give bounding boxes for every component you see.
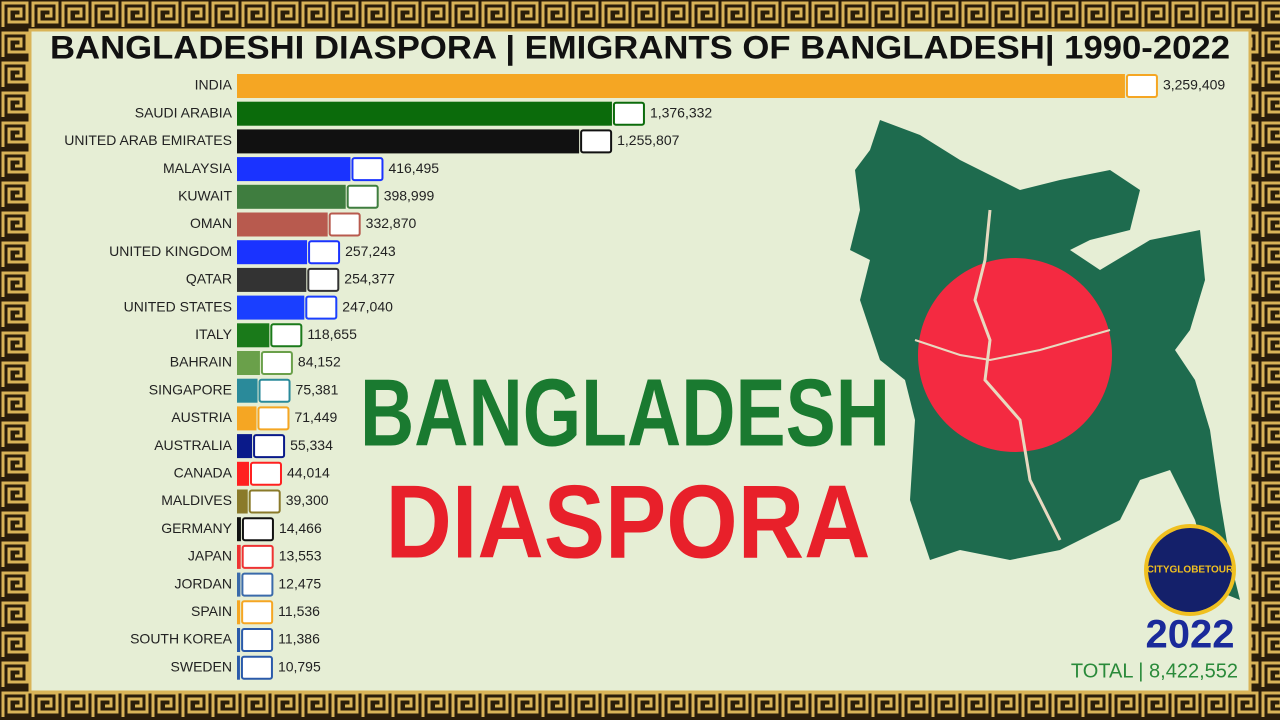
bar (237, 129, 580, 154)
flag (240, 655, 273, 680)
category-label: SOUTH KOREA (130, 631, 233, 647)
category-label: GERMANY (161, 520, 232, 536)
flag (260, 351, 293, 375)
value-label: 332,870 (366, 215, 417, 231)
value-label: 12,475 (278, 575, 321, 591)
bar (237, 157, 351, 182)
flag (241, 544, 274, 569)
bar (237, 212, 328, 237)
value-label: 247,040 (342, 298, 393, 314)
bar (237, 184, 346, 209)
value-label: 84,152 (298, 354, 341, 370)
logo-text: CITYGLOBETOUR (1147, 565, 1234, 576)
bar (237, 101, 612, 126)
value-label: 55,334 (290, 437, 333, 453)
category-label: OMAN (190, 215, 232, 231)
flag (241, 628, 274, 652)
category-label: UNITED ARAB EMIRATES (64, 132, 232, 148)
value-label: 416,495 (388, 160, 439, 176)
flag (580, 129, 613, 154)
year: 2022 (1146, 613, 1235, 657)
flag (253, 434, 286, 459)
category-label: ITALY (195, 326, 232, 342)
value-label: 11,386 (278, 631, 320, 647)
category-label: AUSTRIA (171, 409, 232, 425)
category-label: UNITED STATES (124, 298, 232, 314)
value-label: 398,999 (384, 188, 435, 204)
flag (346, 184, 379, 209)
bar (237, 628, 241, 652)
flag (249, 461, 282, 486)
category-label: INDIA (195, 77, 233, 93)
bar (237, 378, 258, 403)
bar (237, 323, 270, 348)
flag (305, 295, 338, 320)
category-label: QATAR (186, 271, 232, 287)
flag (351, 157, 384, 182)
category-label: MALAYSIA (163, 160, 233, 176)
chart-title: BANGLADESHI DIASPORA | EMIGRANTS OF BANG… (50, 29, 1230, 65)
flag (248, 489, 281, 514)
flag (308, 240, 341, 265)
flag (270, 323, 303, 348)
category-label: KUWAIT (178, 188, 232, 204)
headline: BANGLADESH (360, 359, 890, 466)
flag (241, 600, 274, 625)
value-label: 39,300 (286, 492, 329, 508)
category-label: AUSTRALIA (154, 437, 232, 453)
map (850, 120, 1240, 600)
category-label: MALDIVES (161, 492, 232, 508)
value-label: 71,449 (294, 409, 337, 425)
value-label: 1,255,807 (617, 132, 679, 148)
bar (237, 489, 248, 514)
bar (237, 406, 257, 431)
category-label: JORDAN (174, 575, 232, 591)
bar (237, 434, 253, 459)
bar (237, 544, 241, 569)
category-label: SPAIN (191, 603, 232, 619)
flag (328, 212, 361, 237)
value-label: 118,655 (307, 326, 357, 342)
bar (237, 240, 308, 265)
total: TOTAL | 8,422,552 (1071, 660, 1238, 682)
logo: CITYGLOBETOUR (1144, 524, 1236, 616)
flag (1125, 74, 1158, 98)
bar (237, 600, 241, 625)
value-label: 1,376,332 (650, 104, 712, 120)
value-label: 13,553 (279, 548, 322, 564)
subheadline: DIASPORA (386, 464, 871, 580)
bar (237, 295, 305, 320)
bar (237, 461, 249, 486)
value-label: 75,381 (296, 381, 339, 397)
flag (612, 101, 645, 126)
category-label: BAHRAIN (170, 354, 232, 370)
category-label: SWEDEN (171, 658, 232, 674)
bar (237, 74, 1125, 98)
value-label: 10,795 (278, 658, 321, 674)
flag (241, 517, 274, 542)
value-label: 14,466 (279, 520, 322, 536)
value-label: 11,536 (278, 603, 320, 619)
bar (237, 517, 241, 542)
flag (307, 267, 340, 292)
bar (237, 572, 241, 597)
category-label: CANADA (174, 465, 233, 481)
value-label: 254,377 (344, 271, 395, 287)
bar (237, 655, 240, 680)
value-label: 44,014 (287, 465, 330, 481)
bar (237, 267, 307, 292)
category-label: JAPAN (188, 548, 232, 564)
flag (241, 572, 274, 597)
category-label: SINGAPORE (149, 381, 232, 397)
value-label: 257,243 (345, 243, 396, 259)
bar (237, 351, 260, 375)
value-label: 3,259,409 (1163, 77, 1225, 93)
category-label: SAUDI ARABIA (135, 104, 233, 120)
category-label: UNITED KINGDOM (109, 243, 232, 259)
flag (258, 378, 291, 403)
flag (257, 406, 290, 431)
